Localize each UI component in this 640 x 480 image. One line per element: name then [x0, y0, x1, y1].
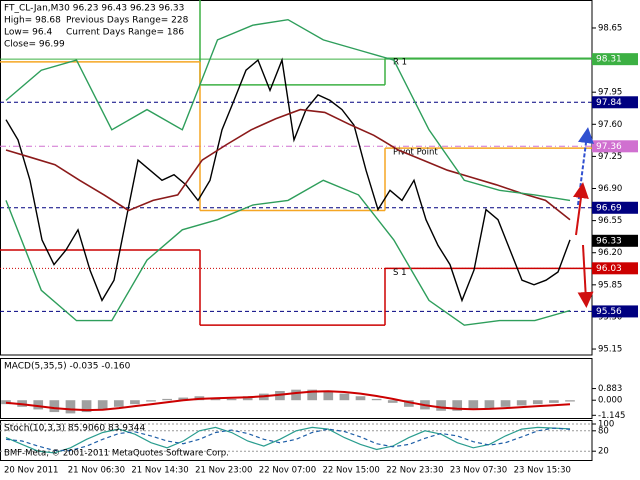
- info: High= 98.68: [4, 16, 61, 26]
- x-tick-label: 23 Nov 15:30: [514, 466, 571, 476]
- macd-title: MACD(5,35,5) -0.035 -0.160: [4, 362, 131, 372]
- level-box: [592, 262, 638, 275]
- macd-bar: [500, 400, 511, 407]
- macd-signal: [5, 390, 571, 412]
- macd-bar: [323, 390, 334, 401]
- macd-bar: [355, 396, 366, 401]
- level-box: [592, 305, 638, 318]
- level-box: [592, 234, 638, 247]
- macd-bar: [81, 400, 92, 413]
- macd-bar: [33, 400, 44, 410]
- info: Previous Days Range= 228: [66, 16, 189, 26]
- info: Low= 96.4: [4, 28, 52, 38]
- y-tick-label: 100: [598, 420, 614, 430]
- chart-title: FT_CL-Jan,M30 96.23 96.43 96.23 96.33: [4, 4, 184, 14]
- macd-bar: [452, 400, 463, 411]
- x-tick-label: 22 Nov 23:30: [386, 466, 443, 476]
- macd-bar: [65, 400, 76, 414]
- y-tick-label: 96.90: [598, 184, 622, 194]
- level-label: 97.36: [596, 142, 622, 152]
- y-tick-label: 97.95: [598, 88, 622, 98]
- y-tick-label: 95.15: [598, 345, 622, 355]
- price-line: [5, 179, 571, 326]
- forecast-arrow: [577, 244, 594, 308]
- y-tick-label: 96.55: [598, 216, 622, 226]
- level-label: 98.31: [596, 55, 622, 65]
- y-tick-label: 95.85: [598, 280, 622, 290]
- y-tick-label: 97.60: [598, 120, 622, 130]
- forecast-arrow: [573, 182, 589, 236]
- y-tick-label: 0.000: [598, 396, 622, 406]
- overlay: 98.6598.3097.9597.6097.2596.9096.5596.20…: [0, 23, 638, 476]
- macd-bar: [1, 400, 11, 405]
- x-tick-label: 21 Nov 23:00: [195, 466, 252, 476]
- macd-bar: [49, 400, 60, 413]
- macd-bar: [146, 400, 156, 402]
- info: Close= 96.99: [4, 40, 65, 50]
- macd-bar: [565, 400, 575, 402]
- pivot-label: Pivot Point: [393, 148, 438, 158]
- macd-bar: [130, 400, 140, 405]
- level-label: 96.03: [596, 264, 622, 274]
- level-label: 97.84: [596, 98, 622, 108]
- main-panel: [0, 0, 593, 356]
- x-tick-label: 22 Nov 07:00: [259, 466, 316, 476]
- y-tick-label: 97.25: [598, 152, 622, 162]
- x-tick-label: 21 Nov 06:30: [68, 466, 125, 476]
- macd-bar: [113, 400, 124, 407]
- main-plot: R 1 Pivot Point S 1: [0, 0, 592, 326]
- macd-bar: [307, 389, 318, 401]
- x-tick-label: 21 Nov 14:30: [131, 466, 188, 476]
- level-box: [592, 140, 638, 153]
- macd-bar: [404, 400, 414, 407]
- macd-bar: [516, 400, 527, 406]
- pivot-label: S 1: [393, 268, 407, 278]
- price-line: [5, 18, 571, 202]
- info: Current Days Range= 186: [66, 28, 184, 38]
- y-tick-label: 96.20: [598, 248, 622, 258]
- price-line: [5, 57, 571, 303]
- macd-bar: [532, 400, 543, 405]
- level-label: 96.69: [596, 203, 622, 213]
- macd-bar: [178, 397, 189, 401]
- level-label: 95.56: [596, 307, 622, 317]
- macd-bar: [484, 400, 495, 409]
- level-box: [592, 96, 638, 109]
- x-tick-label: 20 Nov 2011: [4, 466, 58, 476]
- macd-bar: [468, 400, 479, 410]
- macd-bar: [436, 400, 446, 411]
- macd-bar: [97, 400, 108, 410]
- stoch-title: Stoch(10,3,3) 85.9060 83.9344: [4, 424, 145, 434]
- y-tick-label: 0.883: [598, 384, 622, 394]
- macd-bar: [549, 400, 559, 403]
- stoch-panel: [0, 420, 593, 461]
- stoch-line: [5, 426, 571, 454]
- level-box: [592, 53, 638, 66]
- macd-bar: [291, 389, 301, 401]
- level-label: 96.33: [596, 236, 622, 246]
- level-box: [592, 201, 638, 214]
- y-tick-label: 95.50: [598, 312, 622, 322]
- y-tick-label: 80: [598, 426, 609, 436]
- macd-bar: [162, 398, 172, 401]
- macd-bar: [339, 393, 350, 401]
- x-tick-label: 22 Nov 15:00: [323, 466, 380, 476]
- pivot-label: R 1: [393, 58, 407, 68]
- macd-bar: [226, 398, 237, 401]
- price-line: [5, 108, 571, 221]
- y-tick-label: 98.65: [598, 23, 622, 33]
- x-tick-label: 23 Nov 07:30: [450, 466, 507, 476]
- y-tick-label: 20: [598, 447, 609, 457]
- macd-bar: [387, 400, 398, 403]
- copyright: BMF-Meta, © 2001-2011 MetaQuotes Softwar…: [4, 449, 229, 459]
- macd-bar: [371, 398, 382, 401]
- y-tick-label: -1.145: [598, 411, 625, 421]
